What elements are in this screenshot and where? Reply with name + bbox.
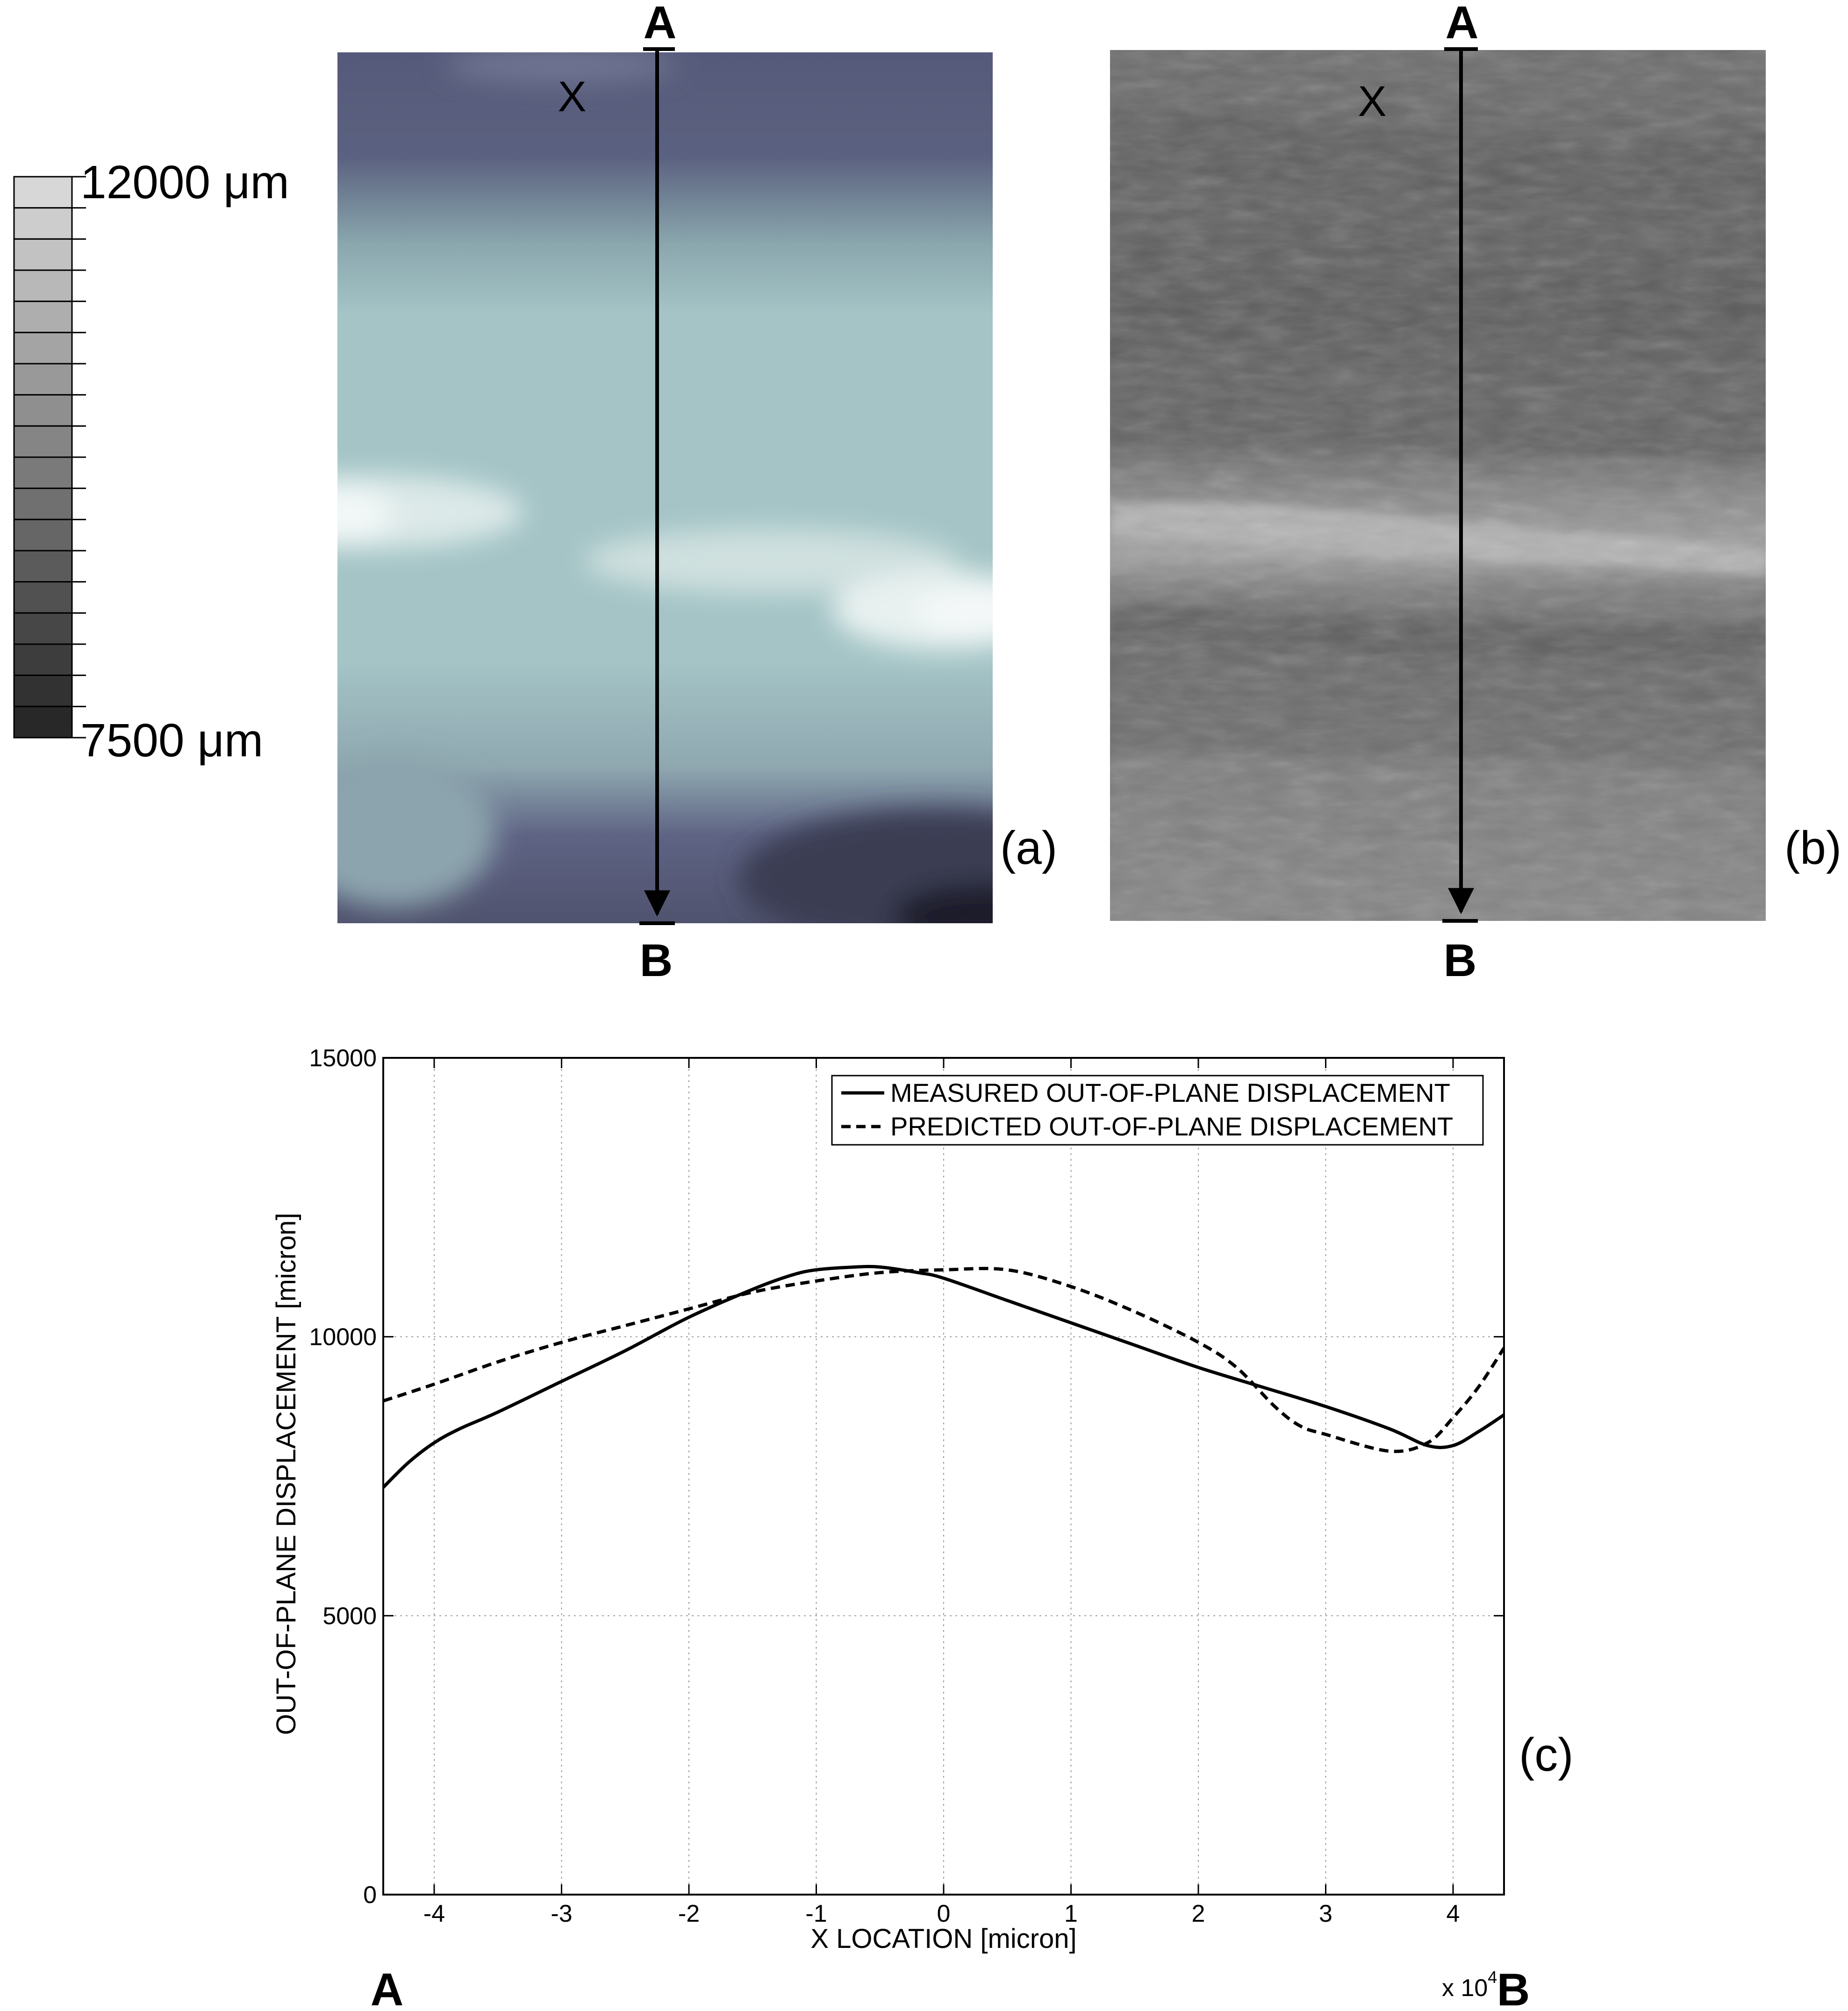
panel-b-map: [1110, 50, 1766, 921]
panel-b: A B X (b): [1110, 0, 1841, 986]
panel-a-x-marker: X: [558, 73, 586, 121]
colorbar-cell: [13, 612, 73, 645]
x-tick-label: 3: [1319, 1900, 1332, 1927]
colorbar-cell: [13, 269, 73, 302]
colorbar-cell: [13, 488, 73, 520]
colorbar-max-label: 12000 μm: [80, 156, 289, 208]
panel-a-point-a: A: [644, 0, 677, 48]
panel-b-point-a: A: [1446, 0, 1479, 48]
colorbar-cell: [13, 425, 73, 458]
predicted-series-line: [383, 1267, 1504, 1453]
panel-a-point-b: B: [640, 934, 673, 986]
y-tick-label: 5000: [322, 1602, 377, 1630]
panel-a-label: (a): [1000, 822, 1057, 874]
legend-box: [831, 1075, 1484, 1146]
panel-b-x-marker: X: [1358, 78, 1386, 125]
panel-a-map: [337, 52, 993, 923]
colorbar-cell: [13, 705, 73, 739]
x-tick-label: 4: [1447, 1900, 1460, 1927]
x-tick-label: -2: [678, 1900, 700, 1927]
panel-a: A B X (a): [337, 0, 1057, 986]
y-tick-label: 15000: [309, 1045, 377, 1072]
colorbar-cell: [13, 176, 73, 209]
colorbar-cell: [13, 643, 73, 676]
colorbar-cell: [13, 301, 73, 333]
x-tick-label: 2: [1192, 1900, 1205, 1927]
chart-ticks: -4 -3 -2 -1 0 1 2 3 4 0 5000 10000 15000: [309, 1045, 1504, 1927]
chart-plot-area: [382, 1057, 1505, 1896]
measured-series-line: [383, 1264, 1504, 1489]
panel-c-label: (c): [1519, 1729, 1574, 1781]
chart-grid: [383, 1058, 1504, 1895]
colorbar-cell: [13, 581, 73, 614]
colorbar-cell: [13, 675, 73, 707]
colorbar-cell: [13, 394, 73, 427]
colorbar-cell: [13, 207, 73, 240]
colorbar-cell: [13, 518, 73, 552]
x-tick-label: -1: [805, 1900, 827, 1927]
colorbar-cell: [13, 363, 73, 396]
chart-x-multiplier-base: x 10: [1442, 1975, 1488, 2002]
panel-c-point-a: A: [371, 1964, 404, 2011]
colorbar-cell: [13, 331, 73, 365]
colorbar: 12000 μm 7500 μm: [13, 156, 289, 767]
y-tick-label: 10000: [309, 1324, 377, 1351]
colorbar-cell: [13, 550, 73, 583]
x-tick-label: -4: [423, 1900, 445, 1927]
chart-x-multiplier: x 104: [1442, 1968, 1497, 2002]
y-tick-label: 0: [363, 1882, 377, 1909]
panel-b-point-b: B: [1444, 934, 1477, 986]
panel-b-label: (b): [1784, 822, 1841, 874]
chart-legend: MEASURED OUT-OF-PLANE DISPLACEMENT PREDI…: [831, 1075, 1484, 1146]
x-tick-label: -3: [551, 1900, 572, 1927]
colorbar-cell: [13, 456, 73, 489]
colorbar-min-label: 7500 μm: [80, 714, 263, 767]
x-tick-label: 0: [937, 1900, 951, 1927]
chart-y-axis-label: OUT-OF-PLANE DISPLACEMENT [micron]: [271, 1213, 301, 1735]
panel-c-point-b: B: [1497, 1964, 1530, 2011]
colorbar-cell: [13, 238, 73, 271]
panel-c: -4 -3 -2 -1 0 1 2 3 4 0 5000 10000 15000 MEASURED OU…: [271, 1045, 1574, 2011]
chart-series-group: [383, 1264, 1504, 1489]
legend-predicted-label: PREDICTED OUT-OF-PLANE DISPLACEMENT: [890, 1112, 1453, 1141]
legend-measured-label: MEASURED OUT-OF-PLANE DISPLACEMENT: [890, 1078, 1450, 1107]
x-tick-label: 1: [1064, 1900, 1078, 1927]
colorbar-cells: [13, 176, 86, 739]
chart-x-multiplier-exponent: 4: [1488, 1968, 1497, 1987]
chart-x-axis-label: X LOCATION [micron]: [810, 1924, 1076, 1954]
